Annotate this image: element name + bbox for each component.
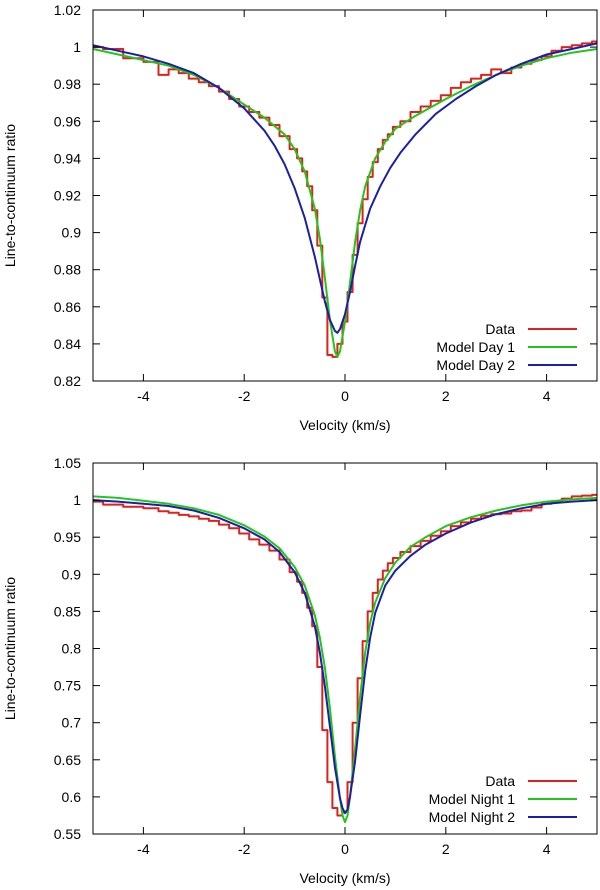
bottom-legend-label-model-night-2: Model Night 2	[429, 809, 516, 825]
top-y-tick-label: 0.82	[54, 373, 81, 389]
bottom-legend: Data Model Night 1 Model Night 2	[429, 773, 577, 825]
top-y-tick-label: 0.92	[54, 188, 81, 204]
top-y-tick-label: 0.86	[54, 299, 81, 315]
top-series-model-day-2	[93, 42, 597, 334]
bottom-plot-frame	[92, 462, 598, 835]
bottom-y-tick-label: 1	[73, 492, 81, 508]
bottom-plot-area	[93, 493, 597, 824]
top-legend-label-model-day-2: Model Day 2	[436, 357, 515, 373]
top-y-tick-label: 1.02	[54, 2, 81, 18]
top-y-tick-label: 0.88	[54, 262, 81, 278]
bottom-x-tick-label: 0	[341, 841, 349, 857]
top-x-axis-title: Velocity (km/s)	[299, 417, 390, 433]
bottom-y-tick-label: 0.85	[54, 603, 81, 619]
top-y-tick-label: 0.9	[62, 225, 82, 241]
bottom-y-tick-label: 0.65	[54, 752, 81, 768]
bottom-series-model-night-1	[93, 495, 597, 824]
top-x-tick-label: 0	[341, 388, 349, 404]
bottom-x-tick-label: 2	[442, 841, 450, 857]
bottom-y-tick-label: 0.95	[54, 529, 81, 545]
top-x-tick-label: 2	[442, 388, 450, 404]
top-y-tick-label: 0.96	[54, 113, 81, 129]
top-legend-label-model-day-1: Model Day 1	[436, 339, 515, 355]
bottom-y-tick-label: 0.7	[62, 715, 82, 731]
bottom-x-tick-label: 4	[543, 841, 551, 857]
bottom-series-model-night-2	[93, 499, 597, 815]
bottom-x-axis-title: Velocity (km/s)	[299, 870, 390, 886]
bottom-x-tick-label: -4	[137, 841, 150, 857]
top-legend-label-data: Data	[485, 321, 515, 337]
bottom-series-data	[93, 493, 597, 817]
bottom-y-tick-label: 0.8	[62, 641, 82, 657]
chart-panel-top: -4 -2 0 2 4 0.82 0.84 0.86 0.88 0.9 0.92 0.94 0.96 0.…	[2, 2, 598, 433]
top-y-tick-label: 0.84	[54, 336, 81, 352]
top-y-tick-label: 1	[73, 39, 81, 55]
top-y-tick-label: 0.94	[54, 150, 81, 166]
bottom-y-axis-title: Line-to-continuum ratio	[2, 577, 18, 720]
top-x-tick-label: -4	[137, 388, 150, 404]
top-x-tick-label: 4	[543, 388, 551, 404]
chart-panel-bottom: -4 -2 0 2 4 0.55 0.6 0.65 0.7 0.75 0.8 0.85 0.9 0.95 1…	[2, 455, 598, 886]
top-plot-area	[93, 40, 597, 358]
bottom-x-tick-label: -2	[238, 841, 251, 857]
top-series-model-day-1	[93, 48, 597, 358]
bottom-y-tick-label: 0.9	[62, 566, 82, 582]
bottom-y-tick-label: 0.75	[54, 678, 81, 694]
top-y-tick-label: 0.98	[54, 76, 81, 92]
bottom-y-tick-label: 0.55	[54, 826, 81, 842]
top-x-tick-label: -2	[238, 388, 251, 404]
top-legend: Data Model Day 1 Model Day 2	[436, 321, 577, 373]
top-series-data	[93, 40, 597, 358]
bottom-legend-label-model-night-1: Model Night 1	[429, 791, 516, 807]
top-y-axis-title: Line-to-continuum ratio	[2, 124, 18, 267]
bottom-legend-label-data: Data	[485, 773, 515, 789]
bottom-y-tick-label: 0.6	[62, 789, 82, 805]
bottom-y-tick-label: 1.05	[54, 455, 81, 471]
